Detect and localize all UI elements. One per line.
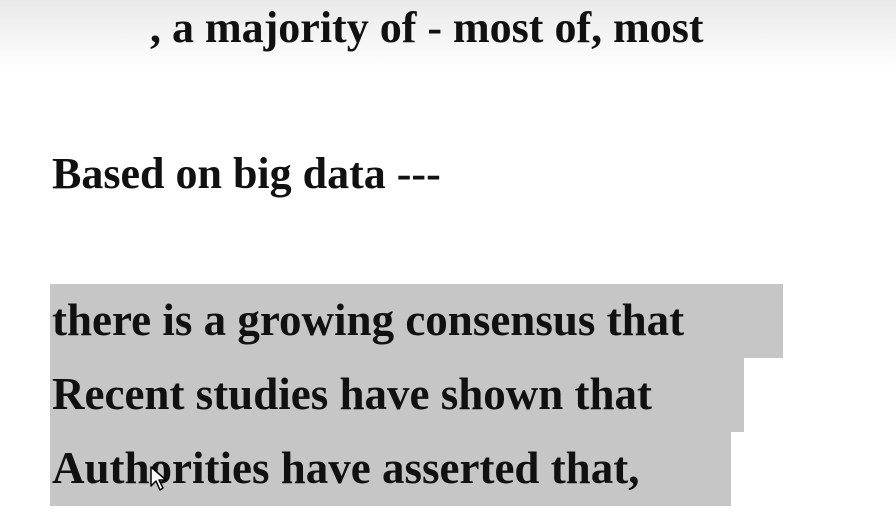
section-heading: Based on big data --- [52,149,441,198]
top-fade [0,0,896,70]
highlighted-phrase-text: there is a growing consensus that [52,295,685,345]
mouse-pointer-icon [150,466,167,491]
highlighted-phrase-3[interactable]: Authorities have asserted that, [50,432,731,506]
highlighted-phrase-1[interactable]: there is a growing consensus that [50,284,783,358]
phrase-line: , a majority of - most of, most [150,3,704,52]
highlighted-phrase-text: Authorities have asserted that, [52,443,640,493]
highlighted-phrase-text: Recent studies have shown that [52,369,653,419]
highlighted-phrase-2[interactable]: Recent studies have shown that [50,358,744,432]
